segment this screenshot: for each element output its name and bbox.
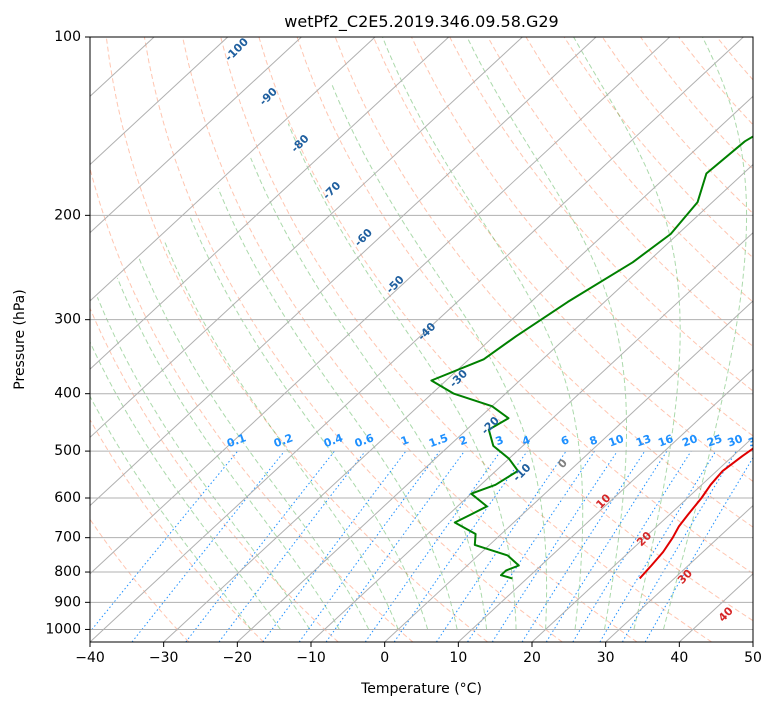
x-tick-label: −20 xyxy=(223,650,253,666)
y-tick-label: 1000 xyxy=(45,621,81,637)
y-axis-label: Pressure (hPa) xyxy=(12,289,28,389)
x-tick-label: 40 xyxy=(670,650,688,666)
x-tick-label: −30 xyxy=(149,650,179,666)
x-axis-label: Temperature (°C) xyxy=(360,681,482,697)
x-tick-label: 30 xyxy=(597,650,615,666)
x-tick-label: 20 xyxy=(523,650,541,666)
x-tick-label: 50 xyxy=(744,650,762,666)
x-tick-label: −40 xyxy=(75,650,105,666)
y-tick-label: 400 xyxy=(54,386,81,402)
x-tick-label: −10 xyxy=(296,650,326,666)
y-tick-label: 600 xyxy=(54,490,81,506)
y-tick-label: 500 xyxy=(54,443,81,459)
y-tick-label: 900 xyxy=(54,594,81,610)
y-tick-label: 100 xyxy=(54,29,81,45)
y-tick-label: 700 xyxy=(54,530,81,546)
y-tick-label: 300 xyxy=(54,312,81,328)
y-tick-label: 800 xyxy=(54,564,81,580)
chart-title: wetPf2_C2E5.2019.346.09.58.G29 xyxy=(284,12,558,32)
x-tick-label: 0 xyxy=(380,650,389,666)
x-tick-label: 10 xyxy=(449,650,467,666)
y-tick-label: 200 xyxy=(54,207,81,223)
